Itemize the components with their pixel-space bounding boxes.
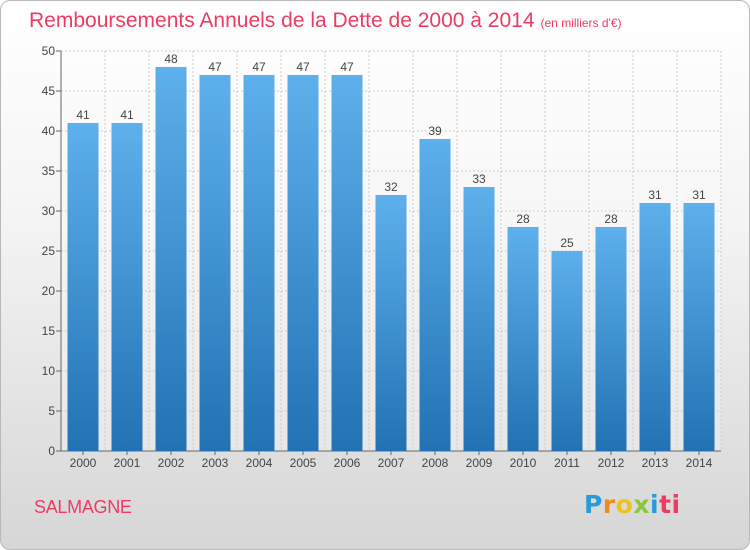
data-label: 39 [428, 124, 442, 138]
chart-subtitle: (en milliers d'€) [540, 16, 622, 30]
x-tick-label: 2002 [158, 456, 185, 470]
x-tick-label: 2014 [686, 456, 713, 470]
bar [155, 67, 187, 451]
data-label: 33 [472, 172, 486, 186]
bar [507, 227, 539, 451]
data-label: 47 [296, 60, 310, 74]
x-tick-label: 2003 [202, 456, 229, 470]
y-tick-label: 0 [48, 444, 55, 458]
x-tick-label: 2005 [290, 456, 317, 470]
x-tick-label: 2010 [510, 456, 537, 470]
bar [463, 187, 495, 451]
y-tick-label: 30 [42, 204, 56, 218]
x-tick-label: 2000 [70, 456, 97, 470]
y-tick-label: 25 [42, 244, 56, 258]
y-tick-label: 35 [42, 164, 56, 178]
bar [595, 227, 627, 451]
bar [111, 123, 143, 451]
x-tick-label: 2001 [114, 456, 141, 470]
chart-title: Remboursements Annuels de la Dette de 20… [29, 9, 622, 33]
data-label: 47 [208, 60, 222, 74]
x-tick-label: 2009 [466, 456, 493, 470]
town-name: SALMAGNE [34, 497, 132, 517]
y-tick-label: 40 [42, 124, 56, 138]
x-tick-label: 2007 [378, 456, 405, 470]
data-label: 47 [340, 60, 354, 74]
bar [67, 123, 99, 451]
bar [375, 195, 407, 451]
bar [287, 75, 319, 451]
y-tick-label: 5 [48, 404, 55, 418]
data-label: 41 [76, 108, 90, 122]
bar [199, 75, 231, 451]
chart-title-text: Remboursements Annuels de la Dette de 20… [29, 9, 535, 32]
data-label: 41 [120, 108, 134, 122]
data-label: 32 [384, 180, 398, 194]
x-tick-label: 2004 [246, 456, 273, 470]
data-label: 31 [648, 188, 662, 202]
bar [243, 75, 275, 451]
y-tick-label: 10 [42, 364, 56, 378]
x-tick-label: 2011 [554, 456, 580, 470]
x-tick-label: 2012 [598, 456, 625, 470]
y-tick-label: 20 [42, 284, 56, 298]
y-tick-label: 15 [42, 324, 56, 338]
x-tick-label: 2008 [422, 456, 449, 470]
data-label: 31 [692, 188, 706, 202]
bar [551, 251, 583, 451]
data-label: 47 [252, 60, 266, 74]
x-tick-label: 2013 [642, 456, 669, 470]
data-label: 28 [604, 212, 618, 226]
data-label: 28 [516, 212, 530, 226]
bar [683, 203, 715, 451]
bar [419, 139, 451, 451]
y-tick-label: 45 [42, 84, 56, 98]
bar [639, 203, 671, 451]
x-tick-label: 2006 [334, 456, 361, 470]
data-label: 48 [164, 52, 178, 66]
proxiti-logo: Proxiti [584, 490, 681, 519]
data-label: 25 [560, 236, 574, 250]
y-tick-label: 50 [42, 44, 56, 58]
bar [331, 75, 363, 451]
